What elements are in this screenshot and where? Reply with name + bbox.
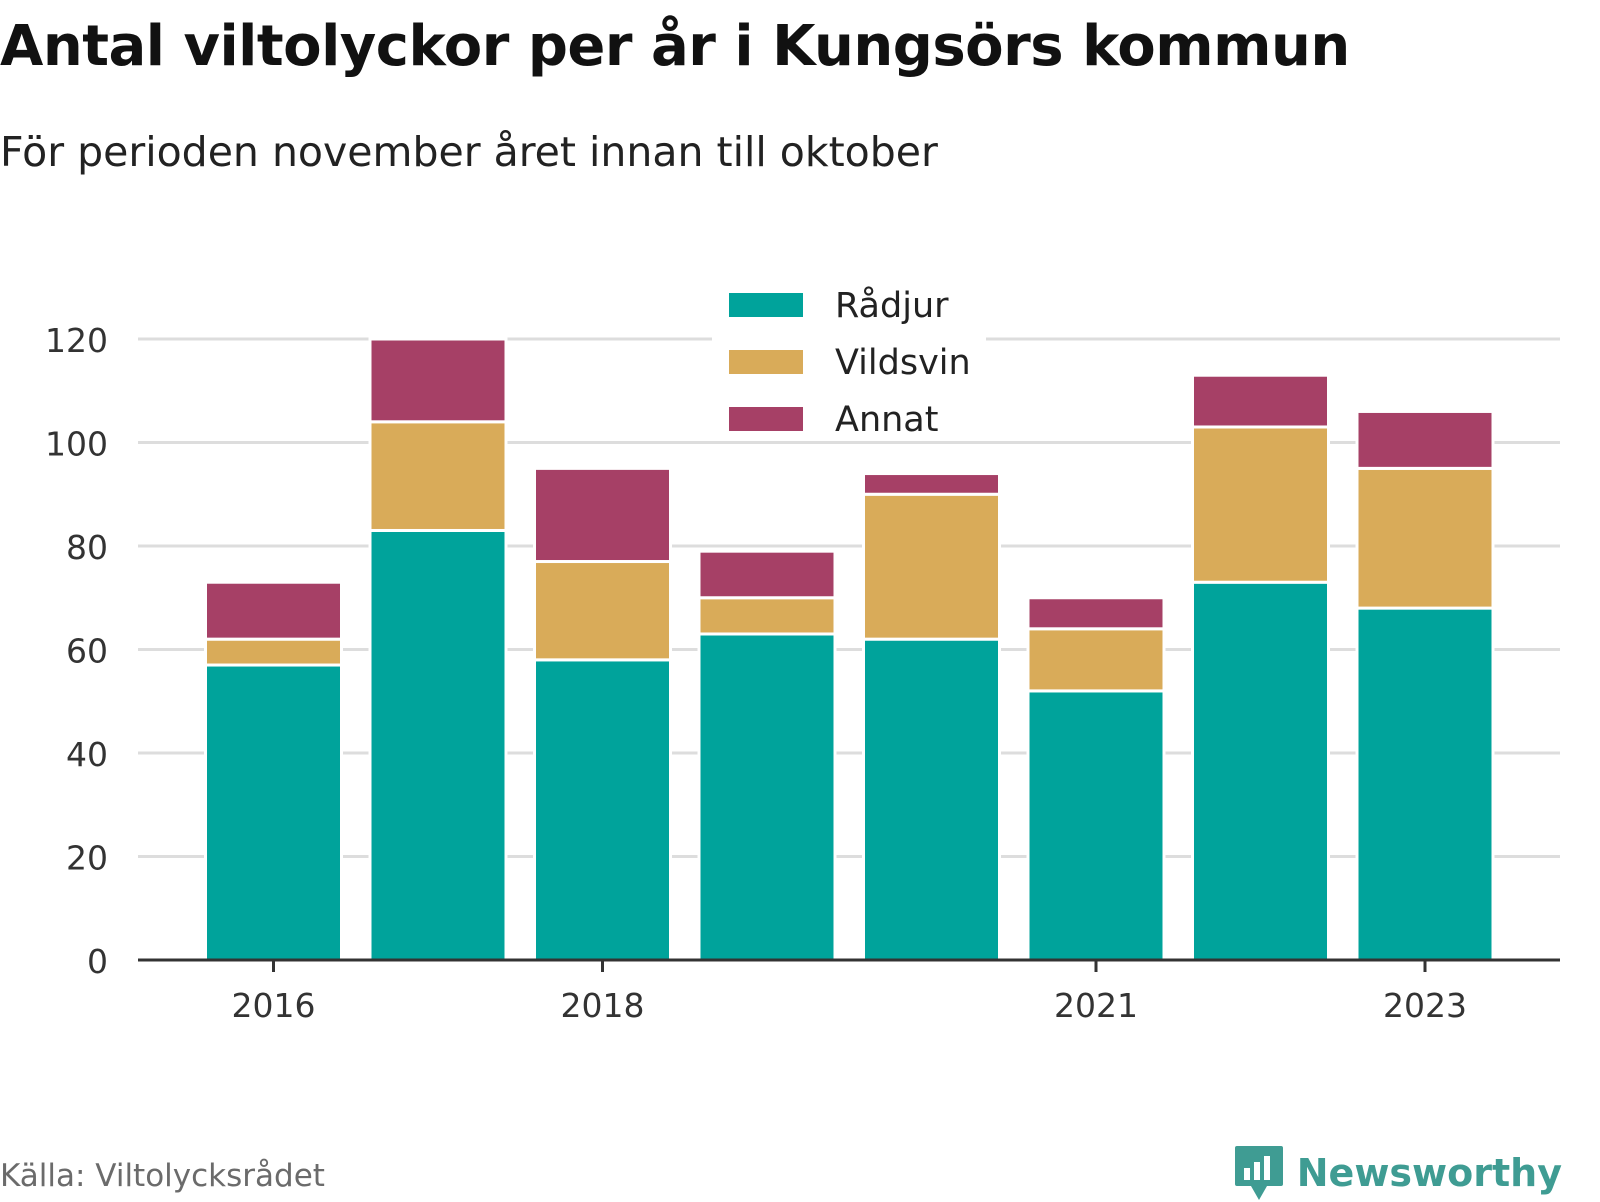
- bar-segment-vildsvin-2020: [862, 492, 1001, 641]
- bar-segment-vildsvin-2022: [1191, 425, 1330, 584]
- bar-segment-rådjur-2021: [1026, 689, 1166, 962]
- chart-title: Antal viltolyckor per år i Kungsörs komm…: [0, 14, 1350, 79]
- y-tick-label: 100: [45, 425, 108, 464]
- legend: Rådjur Vildsvin Annat: [712, 282, 986, 440]
- bar-segment-annat-2020: [862, 472, 1001, 496]
- bar-segment-rådjur-2018: [533, 658, 672, 962]
- y-tick-label: 60: [66, 632, 108, 671]
- bar-segment-vildsvin-2018: [533, 560, 672, 662]
- bar-segment-vildsvin-2021: [1026, 627, 1166, 693]
- bars: [204, 337, 1495, 962]
- x-axis: 2016 2018 2021 2023: [138, 958, 1560, 1025]
- y-tick-label: 40: [66, 735, 108, 774]
- bar-segment-rådjur-2019: [697, 632, 837, 962]
- x-tick-label: 2021: [1054, 986, 1138, 1025]
- x-tick-label: 2018: [561, 986, 645, 1025]
- bar-segment-annat-2017: [368, 337, 508, 424]
- x-tick-label: 2016: [232, 986, 316, 1025]
- bar-segment-rådjur-2020: [862, 637, 1001, 962]
- bar-segment-vildsvin-2017: [368, 420, 508, 532]
- bar-segment-rådjur-2017: [368, 528, 508, 962]
- bar-segment-vildsvin-2016: [204, 637, 343, 667]
- y-tick-label: 0: [87, 942, 108, 981]
- chart-subtitle: För perioden november året innan till ok…: [0, 128, 938, 176]
- bar-segment-rådjur-2023: [1355, 606, 1495, 962]
- legend-swatch-vildsvin: [729, 350, 803, 374]
- bar-segment-annat-2018: [533, 466, 672, 564]
- source-note: Källa: Viltolycksrådet: [0, 1158, 325, 1194]
- y-tick-label: 20: [66, 839, 108, 878]
- newsworthy-logo: Newsworthy: [1233, 1144, 1562, 1202]
- bar-segment-annat-2019: [697, 549, 837, 600]
- bar-segment-annat-2021: [1026, 596, 1166, 631]
- legend-swatch-rådjur: [729, 293, 803, 317]
- bar-segment-rådjur-2016: [204, 663, 343, 962]
- y-tick-label: 120: [45, 321, 108, 360]
- bar-segment-annat-2016: [204, 580, 343, 641]
- legend-swatch-annat: [729, 407, 803, 431]
- y-tick-label: 80: [66, 528, 108, 567]
- bar-segment-vildsvin-2023: [1355, 466, 1495, 610]
- x-tick-label: 2023: [1383, 986, 1467, 1025]
- brand-name: Newsworthy: [1296, 1151, 1562, 1195]
- newsworthy-logo-icon: [1234, 1146, 1283, 1200]
- legend-label-annat: Annat: [835, 400, 938, 440]
- bar-segment-annat-2023: [1355, 409, 1495, 470]
- bar-segment-annat-2022: [1191, 373, 1330, 429]
- legend-label-rådjur: Rådjur: [835, 285, 949, 326]
- y-axis-tick-labels: 0 20 40 60 80 100 120: [45, 321, 108, 981]
- bar-segment-rådjur-2022: [1191, 580, 1330, 962]
- legend-label-vildsvin: Vildsvin: [835, 343, 971, 383]
- stacked-bar-chart: 0 20 40 60 80 100 120 2016 2018 2021 2023 Rådjur V…: [45, 282, 1560, 1025]
- bar-segment-vildsvin-2019: [697, 596, 837, 636]
